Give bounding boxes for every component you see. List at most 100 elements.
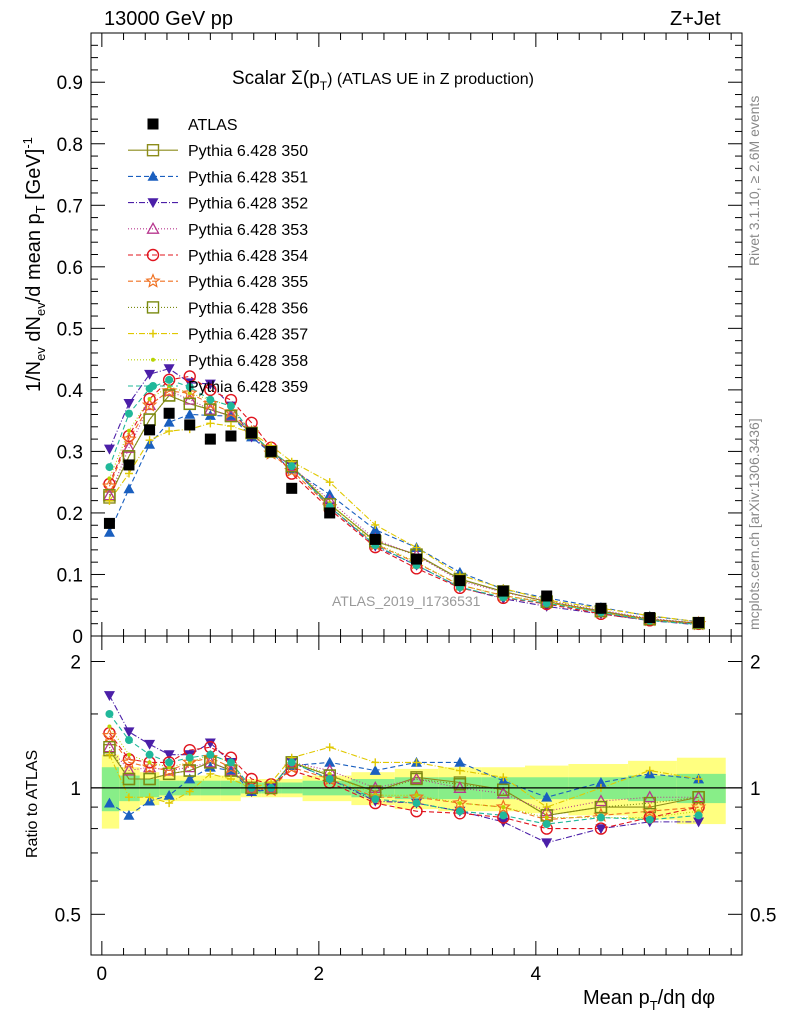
point-p359-5 <box>206 395 215 404</box>
point-p359-3 <box>165 375 174 384</box>
ratio-point-p351-4 <box>184 773 196 784</box>
legend: ATLAS Pythia 6.428 350 Pythia 6.428 351 Pyt… <box>128 117 308 396</box>
ratio-point-p356-16 <box>594 800 608 814</box>
ratio-point-p356-17 <box>643 796 656 810</box>
legend-marker-p357 <box>149 329 157 338</box>
y-tick-label-0: 0 <box>72 627 83 648</box>
ratio-tick-label-right-2: 2 <box>750 652 761 673</box>
ratio-markers <box>101 691 707 849</box>
series-line-p356 <box>108 394 699 624</box>
legend-label-p355: Pythia 6.428 355 <box>188 274 308 291</box>
ratio-point-p352-5 <box>204 738 216 749</box>
ratio-point-p356-2 <box>143 772 156 786</box>
y-axis-label: 1/Nev dNev/d mean pT [GeV]-1 <box>20 137 48 392</box>
series-line-p352 <box>108 368 699 626</box>
ratio-tick-label-1: 1 <box>70 779 81 800</box>
legend-label-p359: Pythia 6.428 359 <box>188 379 308 396</box>
ratio-point-p359-2 <box>145 750 154 759</box>
ratio-point-p359-11 <box>371 795 380 804</box>
chart-title: Scalar Σ(pT) (ATLAS UE in Z production) <box>232 68 534 93</box>
data-point-11 <box>369 533 381 545</box>
point-p353-5 <box>203 402 217 415</box>
ratio-point-p359-5 <box>206 750 215 759</box>
ratio-point-p352-18 <box>693 817 705 828</box>
legend-label-p357: Pythia 6.428 357 <box>188 327 308 344</box>
series-line-p353 <box>108 390 699 624</box>
data-point-6 <box>225 430 237 442</box>
legend-marker-p359 <box>149 382 157 390</box>
legend-marker-atlas <box>147 118 159 130</box>
point-p351-11 <box>369 524 381 535</box>
point-p355-1 <box>121 431 137 446</box>
point-p353-1 <box>122 441 136 453</box>
legend-marker-p354 <box>146 248 160 262</box>
legend-label-p351: Pythia 6.428 351 <box>188 169 308 186</box>
data-point-5 <box>204 433 216 445</box>
data-markers <box>91 407 742 789</box>
legend-label-p354: Pythia 6.428 354 <box>188 248 308 265</box>
ratio-point-p353-3 <box>162 763 176 776</box>
point-p354-2 <box>143 392 156 406</box>
x-tick-label-1: 2 <box>314 964 325 985</box>
x-tick-label-2: 4 <box>531 964 542 985</box>
ratio-point-p356-1 <box>122 772 136 786</box>
chart-title-main: Scalar Σ(p <box>232 68 320 89</box>
ratio-point-p354-16 <box>594 822 608 835</box>
ratio-point-p359-1 <box>124 736 133 745</box>
ratio-tick-label-right-1: 1 <box>750 779 761 800</box>
data-point-1 <box>123 459 135 471</box>
data-point-16 <box>595 602 607 614</box>
header-left: 13000 GeV pp <box>104 8 233 30</box>
ratio-point-p358-15 <box>544 815 549 820</box>
series-line-p354 <box>108 375 699 625</box>
legend-label-p353: Pythia 6.428 353 <box>188 222 308 239</box>
point-p357-12 <box>412 543 421 552</box>
ratio-point-p353-17 <box>643 790 657 803</box>
point-p353-6 <box>224 409 238 422</box>
point-p355-9 <box>284 462 300 478</box>
ratio-point-p357-17 <box>645 766 654 775</box>
point-p351-0 <box>103 526 115 537</box>
data-point-13 <box>454 575 466 587</box>
series-line-p358 <box>108 385 699 625</box>
data-point-10 <box>324 507 336 519</box>
y-tick-label-7: 0.7 <box>57 196 83 217</box>
legend-marker-p356 <box>146 301 160 314</box>
chart-title-sub: T <box>320 79 328 93</box>
ratio-point-p352-16 <box>595 824 607 835</box>
ratio-point-p351-0 <box>103 797 115 808</box>
point-p351-3 <box>163 416 175 427</box>
ratio-point-p352-1 <box>123 727 135 738</box>
ratio-point-p357-1 <box>124 793 133 802</box>
point-p351-1 <box>123 483 135 494</box>
ratio-point-p357-6 <box>226 774 235 783</box>
data-point-9 <box>286 482 298 494</box>
point-p354-4 <box>183 370 196 383</box>
ratio-point-p359-18 <box>694 811 703 820</box>
ratio-point-p357-4 <box>185 787 194 796</box>
ratio-point-p357-5 <box>206 769 215 778</box>
ratio-point-p352-15 <box>541 838 553 849</box>
point-p357-3 <box>165 427 174 436</box>
point-p354-5 <box>204 383 217 397</box>
point-p357-5 <box>206 419 215 428</box>
ratio-point-p359-9 <box>287 758 296 767</box>
ratio-point-p355-0 <box>101 727 118 743</box>
ratio-point-p355-13 <box>452 795 468 810</box>
ratio-point-p356-18 <box>692 791 705 804</box>
ratio-point-p357-15 <box>542 803 551 812</box>
point-p358-0 <box>107 476 112 481</box>
y-tick-label-6: 0.6 <box>57 258 83 279</box>
ratio-point-p358-0 <box>107 724 112 729</box>
ratio-axis-label: Ratio to ATLAS <box>24 750 41 858</box>
series-line-p351 <box>108 413 699 623</box>
ratio-point-p357-3 <box>165 799 174 808</box>
ratio-point-p351-13 <box>454 756 466 767</box>
point-p352-1 <box>123 398 135 409</box>
ratio-point-p352-2 <box>144 739 156 750</box>
point-p358-4 <box>187 391 192 396</box>
ratio-point-p358-13 <box>457 801 462 806</box>
legend-label-p356: Pythia 6.428 356 <box>188 300 308 317</box>
ratio-point-p356-12 <box>410 772 423 786</box>
